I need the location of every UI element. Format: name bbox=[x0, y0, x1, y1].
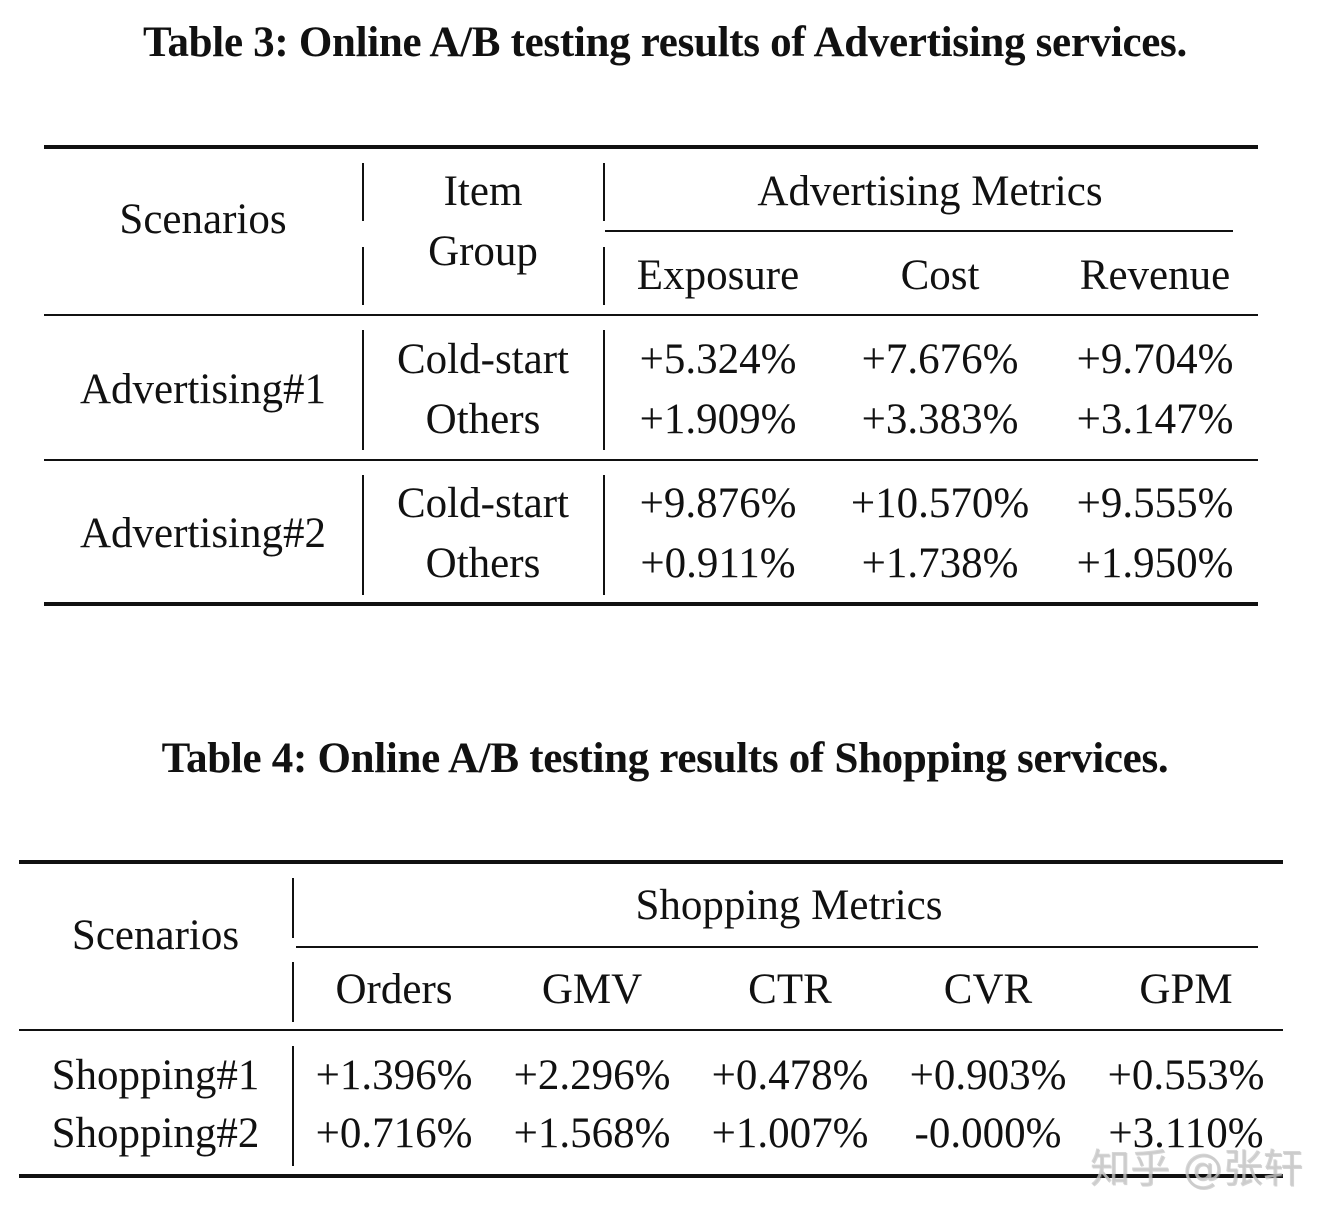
table4-header-scenarios: Scenarios bbox=[71, 912, 240, 959]
table3-group-others: Others bbox=[425, 396, 541, 443]
table4-cell: +2.296% bbox=[513, 1052, 671, 1099]
table3-cell: +0.911% bbox=[640, 540, 796, 587]
table3-header-revenue: Revenue bbox=[1079, 252, 1231, 299]
table4-cell: +1.007% bbox=[711, 1110, 869, 1157]
table4-cell: +1.396% bbox=[315, 1052, 473, 1099]
table3-vline-b1-1 bbox=[362, 330, 364, 450]
table4-scenario-shopping1: Shopping#1 bbox=[51, 1052, 260, 1099]
table3-header-cost: Cost bbox=[900, 252, 980, 299]
table4-header-gmv: GMV bbox=[541, 966, 643, 1013]
table3-vline-b2-1 bbox=[362, 475, 364, 595]
table3-group-others: Others bbox=[425, 540, 541, 587]
table3-header-exposure: Exposure bbox=[636, 252, 800, 299]
table3-cell: +10.570% bbox=[850, 480, 1030, 527]
table3-top-rule bbox=[44, 145, 1258, 149]
table3-cell: +7.676% bbox=[861, 336, 1019, 383]
table4-cell: +3.110% bbox=[1108, 1110, 1264, 1157]
table4-cell: -0.000% bbox=[914, 1110, 1062, 1157]
table3-cell: +9.704% bbox=[1076, 336, 1234, 383]
table4-vline-a bbox=[292, 878, 294, 938]
table3-cell: +5.324% bbox=[639, 336, 797, 383]
table3-mid-rule bbox=[44, 314, 1258, 316]
watermark: 知乎 @张轩 bbox=[1090, 1146, 1303, 1192]
table4-cell: +0.903% bbox=[909, 1052, 1067, 1099]
table4-caption: Table 4: Online A/B testing results of S… bbox=[161, 735, 1169, 782]
table4-cell: +0.553% bbox=[1107, 1052, 1265, 1099]
table3-vline-2a bbox=[603, 163, 605, 221]
table3-cell: +9.876% bbox=[639, 480, 797, 527]
table3-header-group: Group bbox=[428, 228, 538, 275]
table4-header-ctr: CTR bbox=[748, 966, 832, 1013]
table3-vline-1a bbox=[362, 163, 364, 221]
table3-caption: Table 3: Online A/B testing results of A… bbox=[143, 19, 1187, 66]
table3-cell: +9.555% bbox=[1076, 480, 1234, 527]
table4-header-cvr: CVR bbox=[943, 966, 1033, 1013]
table3-cell: +1.909% bbox=[639, 396, 797, 443]
table3-scenario-advertising1: Advertising#1 bbox=[79, 366, 327, 413]
table3-group-coldstart: Cold-start bbox=[397, 336, 569, 383]
table4-scenario-shopping2: Shopping#2 bbox=[51, 1110, 260, 1157]
table3-vline-1b bbox=[362, 247, 364, 305]
table3-group-coldstart: Cold-start bbox=[397, 480, 569, 527]
table4-cell: +1.568% bbox=[513, 1110, 671, 1157]
table4-mid-rule bbox=[19, 1029, 1283, 1031]
table3-vline-b1-2 bbox=[603, 330, 605, 450]
table3-block-rule bbox=[44, 459, 1258, 461]
table4-vline-body bbox=[292, 1046, 294, 1166]
table3-vline-2b bbox=[603, 247, 605, 305]
table4-cell: +0.716% bbox=[315, 1110, 473, 1157]
table3-header-scenarios: Scenarios bbox=[119, 196, 287, 243]
table4-header-orders: Orders bbox=[335, 966, 453, 1013]
table3-header-item: Item bbox=[443, 168, 523, 215]
table4-cmidrule bbox=[296, 946, 1258, 948]
table3-scenario-advertising2: Advertising#2 bbox=[79, 510, 327, 557]
table4-bottom-rule bbox=[19, 1174, 1283, 1178]
table3-cell: +1.738% bbox=[861, 540, 1019, 587]
table3-bottom-rule bbox=[44, 602, 1258, 606]
table3-vline-b2-2 bbox=[603, 475, 605, 595]
table3-header-metrics-group: Advertising Metrics bbox=[757, 168, 1103, 215]
table4-vline-b bbox=[292, 962, 294, 1022]
table4-cell: +0.478% bbox=[711, 1052, 869, 1099]
table3-cell: +1.950% bbox=[1076, 540, 1234, 587]
table3-cmidrule bbox=[605, 230, 1233, 232]
table3-cell: +3.383% bbox=[861, 396, 1019, 443]
table4-header-metrics-group: Shopping Metrics bbox=[635, 882, 943, 929]
table3-cell: +3.147% bbox=[1076, 396, 1234, 443]
table4-header-gpm: GPM bbox=[1139, 966, 1233, 1013]
table4-top-rule bbox=[19, 860, 1283, 864]
